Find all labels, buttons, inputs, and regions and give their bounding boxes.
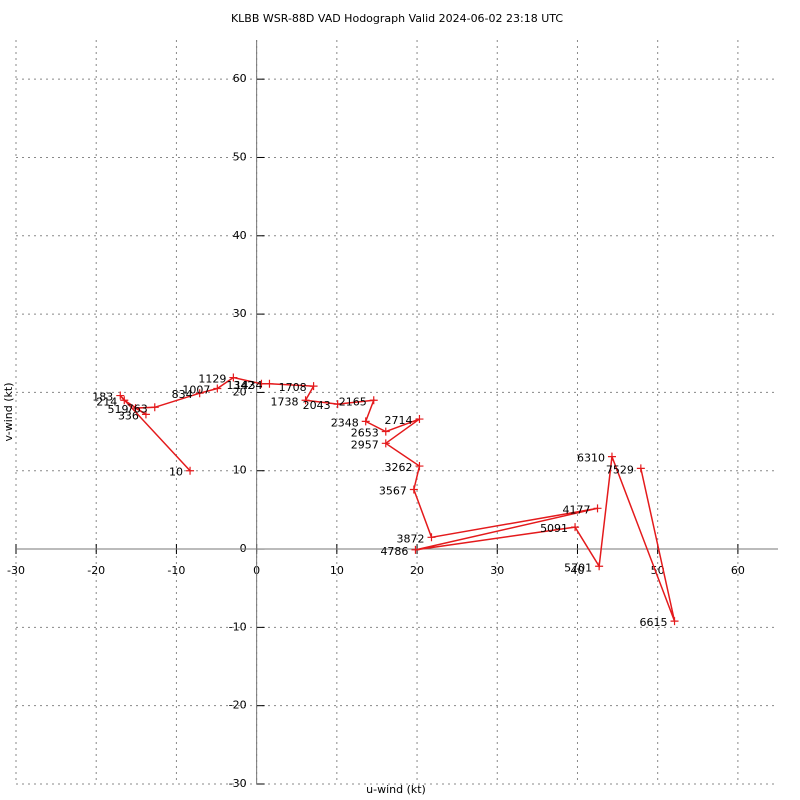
point-marker bbox=[361, 417, 370, 426]
y-axis-label: v-wind (kt) bbox=[2, 383, 15, 442]
x-tick-label: 60 bbox=[731, 564, 745, 577]
height-label: 2957 bbox=[351, 438, 379, 451]
y-tick-label: 40 bbox=[233, 229, 247, 242]
point-marker bbox=[333, 400, 342, 409]
point-marker bbox=[415, 462, 424, 471]
height-label: 336 bbox=[118, 409, 139, 422]
height-label: 5091 bbox=[540, 522, 568, 535]
x-tick-label: -30 bbox=[7, 564, 25, 577]
point-marker bbox=[195, 389, 204, 398]
point-marker bbox=[265, 379, 274, 388]
point-marker bbox=[120, 396, 129, 405]
point-marker bbox=[415, 415, 424, 424]
height-label: 1007 bbox=[182, 384, 210, 397]
y-tick-label: -10 bbox=[229, 620, 247, 633]
y-tick-label: 30 bbox=[233, 307, 247, 320]
point-marker bbox=[607, 452, 616, 461]
point-marker bbox=[116, 391, 125, 400]
height-label: 519 bbox=[108, 403, 129, 416]
height-label: 4786 bbox=[380, 545, 408, 558]
height-label: 1708 bbox=[279, 381, 307, 394]
y-tick-label: 20 bbox=[233, 385, 247, 398]
point-marker bbox=[427, 533, 436, 542]
point-marker bbox=[636, 464, 645, 473]
point-marker bbox=[593, 504, 602, 513]
point-marker bbox=[131, 404, 140, 413]
x-tick-label: -20 bbox=[87, 564, 105, 577]
x-tick-label: 40 bbox=[570, 564, 584, 577]
point-marker bbox=[369, 396, 378, 405]
chart-title: KLBB WSR-88D VAD Hodograph Valid 2024-06… bbox=[231, 12, 563, 25]
point-marker bbox=[301, 396, 310, 405]
height-label: 214 bbox=[96, 395, 117, 408]
point-marker bbox=[213, 384, 222, 393]
point-marker bbox=[141, 410, 150, 419]
height-label: 5701 bbox=[564, 561, 592, 574]
point-marker bbox=[381, 439, 390, 448]
point-marker bbox=[229, 373, 238, 382]
point-marker bbox=[381, 427, 390, 436]
point-marker bbox=[595, 562, 604, 571]
height-label: 6615 bbox=[640, 616, 668, 629]
y-tick-label: 60 bbox=[233, 72, 247, 85]
height-label: 3567 bbox=[379, 485, 407, 498]
point-marker bbox=[309, 382, 318, 391]
y-tick-label: 50 bbox=[233, 150, 247, 163]
y-tick-label: -30 bbox=[229, 777, 247, 790]
point-marker bbox=[257, 379, 266, 388]
point-marker bbox=[670, 617, 679, 626]
height-label: 2653 bbox=[351, 427, 379, 440]
point-marker bbox=[409, 485, 418, 494]
height-label: 3872 bbox=[396, 532, 424, 545]
x-tick-label: 30 bbox=[490, 564, 504, 577]
height-label: 3262 bbox=[384, 461, 412, 474]
y-tick-label: -20 bbox=[229, 699, 247, 712]
height-label: 6310 bbox=[577, 452, 605, 465]
point-marker bbox=[186, 466, 195, 475]
point-marker bbox=[411, 545, 420, 554]
height-label: 1434 bbox=[234, 379, 262, 392]
height-label: 2714 bbox=[384, 414, 412, 427]
y-tick-label: 10 bbox=[233, 464, 247, 477]
point-marker bbox=[571, 523, 580, 532]
height-label: 2165 bbox=[339, 395, 367, 408]
x-tick-label: 20 bbox=[410, 564, 424, 577]
height-label: 183 bbox=[92, 391, 113, 404]
height-label: 4177 bbox=[563, 503, 591, 516]
point-marker bbox=[150, 403, 159, 412]
height-label: 834 bbox=[172, 388, 193, 401]
height-label: 2348 bbox=[331, 416, 359, 429]
x-tick-label: 10 bbox=[330, 564, 344, 577]
height-label: 1129 bbox=[198, 373, 226, 386]
height-label: 10 bbox=[169, 466, 183, 479]
height-label: 7529 bbox=[606, 463, 634, 476]
height-label: 2043 bbox=[303, 399, 331, 412]
x-axis-label: u-wind (kt) bbox=[366, 783, 426, 796]
height-label: 763 bbox=[127, 402, 148, 415]
height-label: 1738 bbox=[271, 395, 299, 408]
height-label: 1342 bbox=[226, 379, 254, 392]
x-tick-label: -10 bbox=[167, 564, 185, 577]
